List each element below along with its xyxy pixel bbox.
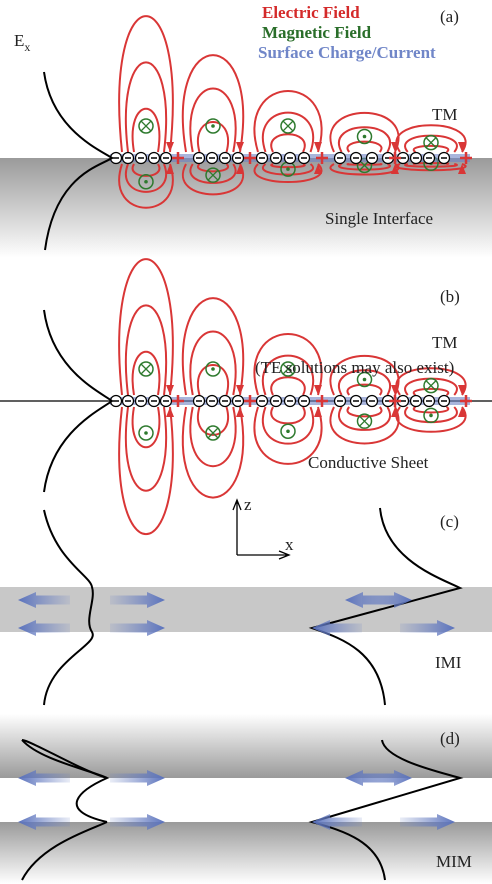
field-line xyxy=(133,109,160,152)
magnetic-cross xyxy=(141,121,151,131)
field-line xyxy=(254,91,321,152)
panel-label: (b) xyxy=(440,287,460,306)
figure: Electric Field Magnetic Field Surface Ch… xyxy=(0,0,492,884)
axis xyxy=(233,500,289,559)
field-arrow xyxy=(314,142,322,152)
metal-top xyxy=(0,714,492,778)
magnetic-cross xyxy=(283,121,293,131)
field-line xyxy=(396,407,465,432)
field-label: Ex xyxy=(14,31,30,54)
panel-label: (c) xyxy=(440,512,459,531)
field-line xyxy=(198,407,228,435)
field-line xyxy=(271,377,305,395)
metal-bottom xyxy=(0,822,492,884)
panel-label: (a) xyxy=(440,7,459,26)
caption: IMI xyxy=(435,653,462,672)
caption: MIM xyxy=(436,852,472,871)
field-line xyxy=(119,259,173,395)
field-line xyxy=(183,298,243,395)
metal-region xyxy=(0,158,492,258)
field-line xyxy=(119,16,173,152)
field-line xyxy=(133,352,160,395)
magnetic-dot xyxy=(363,135,367,139)
field-arrow xyxy=(236,142,244,152)
field-line xyxy=(271,134,305,152)
field-line xyxy=(347,407,381,416)
panel-label: (d) xyxy=(440,729,460,748)
magnetic-cross xyxy=(141,364,151,374)
field-arrow xyxy=(236,385,244,395)
legend-magnetic: Magnetic Field xyxy=(262,23,372,42)
field-arrow xyxy=(314,407,322,417)
field-arrow xyxy=(166,142,174,152)
magnetic-dot xyxy=(144,180,148,184)
caption: Conductive Sheet xyxy=(308,453,429,472)
magnetic-dot xyxy=(144,431,148,435)
magnetic-dot xyxy=(211,367,215,371)
field-sub: x xyxy=(24,40,30,54)
axis-z: z xyxy=(244,495,252,514)
mode-label: TM xyxy=(432,333,458,352)
magnetic-cross xyxy=(208,428,218,438)
field-line xyxy=(330,407,398,443)
charge-plus xyxy=(244,395,256,407)
mode-label: TM xyxy=(432,105,458,124)
field-arrow xyxy=(166,385,174,395)
magnetic-dot xyxy=(286,429,290,433)
field-arrow xyxy=(166,407,174,417)
field-arrow xyxy=(236,407,244,417)
legend-surface: Surface Charge/Current xyxy=(258,43,436,62)
field-line xyxy=(396,125,465,152)
magnetic-dot xyxy=(286,167,290,171)
magnetic-cross xyxy=(360,416,370,426)
field-line xyxy=(330,113,398,152)
magnetic-dot xyxy=(363,378,367,382)
field-line xyxy=(183,55,243,152)
charge-plus xyxy=(172,395,184,407)
field-line xyxy=(133,407,160,447)
caption: Single Interface xyxy=(325,209,433,228)
note: (TE solutions may also exist) xyxy=(255,358,454,377)
axis-x: x xyxy=(285,535,294,554)
field-line xyxy=(183,407,243,498)
magnetic-dot xyxy=(211,124,215,128)
charge-plus xyxy=(316,395,328,407)
field-line xyxy=(271,407,305,423)
field-main: E xyxy=(14,31,24,50)
magnetic-dot xyxy=(429,414,433,418)
legend-electric: Electric Field xyxy=(262,3,360,22)
charge-plus xyxy=(460,395,472,407)
field-arrow xyxy=(314,385,322,395)
